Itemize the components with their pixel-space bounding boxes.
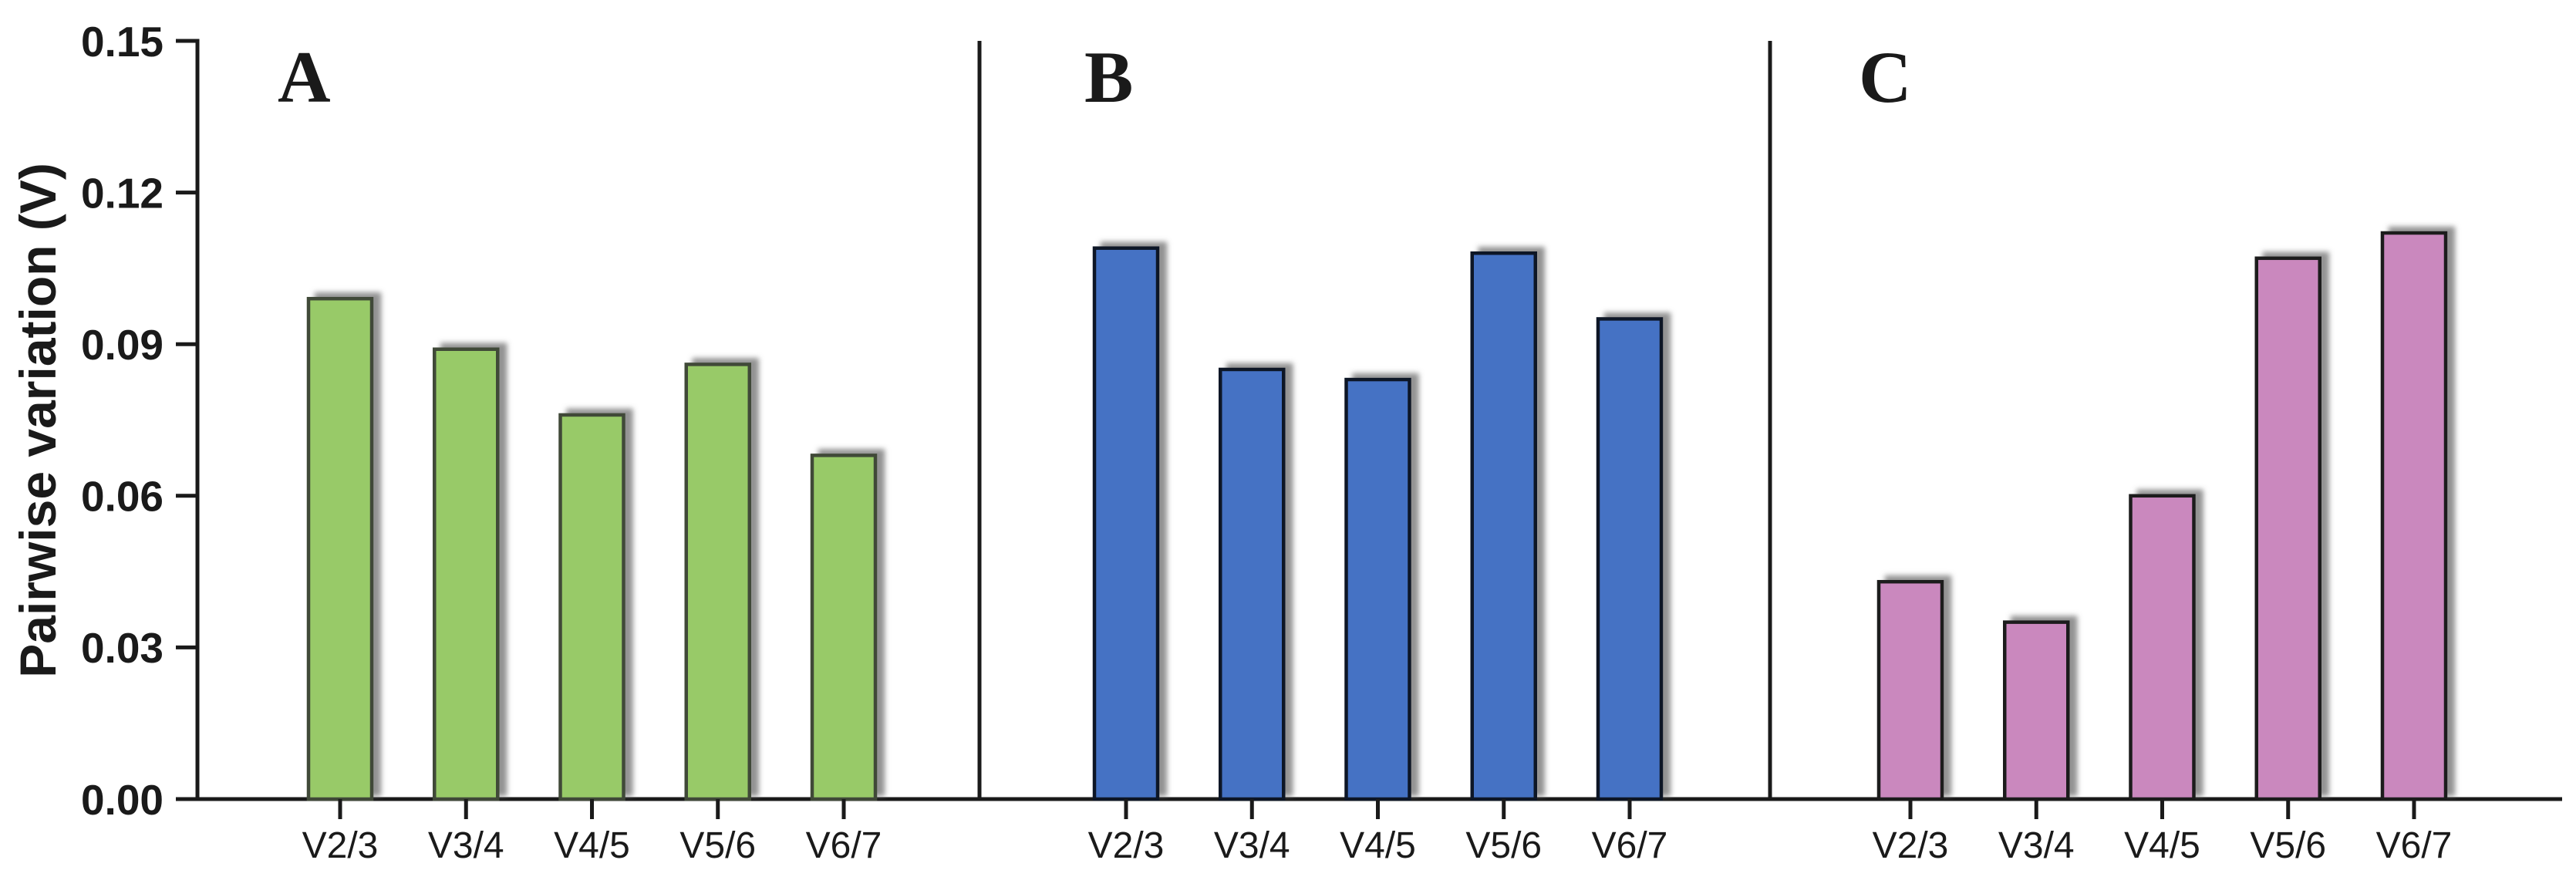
y-tick-label-0.12: 0.12 (81, 169, 164, 217)
bar-B-V6/7 (1596, 317, 1664, 801)
x-tick-label-A-V3/4: V3/4 (428, 825, 504, 866)
x-tick-label-A-V5/6: V5/6 (679, 825, 756, 866)
bar-C-V2/3 (1876, 579, 1944, 801)
x-tick-label-B-V5/6: V5/6 (1465, 825, 1542, 866)
panel-A: A V2/3 V3/4 V4/5 V5/6 V6/7 (278, 36, 882, 866)
panel-letter-A: A (278, 36, 331, 118)
x-tick-label-C-V6/7: V6/7 (2376, 825, 2453, 866)
bar-B-V5/6 (1470, 251, 1537, 801)
x-tick-label-B-V6/7: V6/7 (1592, 825, 1668, 866)
bar-C-V6/7 (2380, 231, 2448, 801)
x-tick-label-B-V2/3: V2/3 (1088, 825, 1165, 866)
panel-C: C V2/3 V3/4 V4/5 V5/6 V6/7 (1768, 36, 2453, 866)
bar-B-V3/4 (1219, 367, 1286, 801)
y-tick-label-0.00: 0.00 (81, 776, 164, 824)
bar-A-V5/6 (684, 363, 751, 801)
y-axis: 0.00 0.03 0.06 0.09 0.12 0.15 Pairwise variati… (9, 18, 2562, 824)
chart-panels: A V2/3 V3/4 V4/5 V5/6 V6/7 B V2/3 V3/4 V4/5 V5/6 V6… (278, 36, 2452, 866)
y-tick-label-0.06: 0.06 (81, 473, 164, 521)
bar-A-V6/7 (810, 454, 878, 801)
x-tick-label-C-V3/4: V3/4 (1998, 825, 2075, 866)
panel-B: B V2/3 V3/4 V4/5 V5/6 V6/7 (977, 36, 1668, 866)
bar-A-V2/3 (306, 296, 374, 801)
y-tick-label-0.03: 0.03 (81, 624, 164, 672)
y-axis-title: Pairwise variation (V) (9, 163, 66, 678)
x-tick-label-C-V5/6: V5/6 (2250, 825, 2326, 866)
panel-letter-B: B (1084, 36, 1133, 118)
y-tick-label-0.15: 0.15 (81, 18, 164, 66)
bar-C-V5/6 (2254, 256, 2321, 801)
x-tick-label-C-V4/5: V4/5 (2124, 825, 2200, 866)
x-tick-label-A-V4/5: V4/5 (554, 825, 630, 866)
x-tick-label-B-V4/5: V4/5 (1340, 825, 1416, 866)
bar-B-V2/3 (1092, 246, 1160, 801)
bar-A-V3/4 (433, 347, 500, 801)
x-tick-label-A-V2/3: V2/3 (302, 825, 379, 866)
x-tick-label-C-V2/3: V2/3 (1873, 825, 1949, 866)
bar-C-V3/4 (2003, 620, 2070, 801)
y-tick-label-0.09: 0.09 (81, 321, 164, 369)
panel-letter-C: C (1859, 36, 1912, 118)
bar-B-V4/5 (1344, 377, 1411, 801)
bar-C-V4/5 (2129, 494, 2196, 801)
bar-A-V4/5 (558, 413, 625, 801)
x-tick-label-A-V6/7: V6/7 (806, 825, 882, 866)
x-tick-label-B-V3/4: V3/4 (1214, 825, 1290, 866)
